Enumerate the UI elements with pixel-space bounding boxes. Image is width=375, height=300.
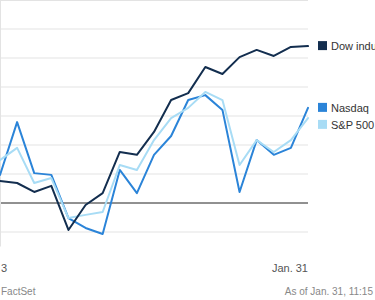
chart-container: 3 Jan. 31 Dow indu Nasdaq S&P 500 FactSet As o…	[0, 0, 375, 300]
y-axis-line	[0, 0, 1, 247]
legend-swatch	[318, 41, 327, 50]
grid-line	[0, 58, 308, 59]
zero-line	[0, 203, 308, 204]
grid-line	[0, 0, 308, 1]
grid-line	[0, 87, 308, 88]
series-line	[0, 95, 308, 234]
x-tick-label: Jan. 31	[272, 262, 308, 274]
legend-label: S&P 500	[331, 119, 374, 131]
legend-swatch	[318, 120, 327, 129]
series-line	[0, 92, 308, 218]
chart-svg: 3 Jan. 31 Dow indu Nasdaq S&P 500 FactSet As o…	[0, 0, 375, 300]
grid-line	[0, 232, 308, 233]
legend-entry: Dow indu	[318, 40, 375, 52]
legend-label: Nasdaq	[331, 102, 369, 114]
grid-line	[0, 29, 308, 30]
legend-swatch	[318, 103, 327, 112]
series-line	[0, 46, 308, 230]
x-tick-label: 3	[1, 262, 7, 274]
timestamp-note: As of Jan. 31, 11:15	[285, 286, 374, 297]
legend-entry: Nasdaq	[318, 102, 369, 114]
grid-line	[0, 116, 308, 117]
legend-label: Dow indu	[331, 40, 375, 52]
legend-entry: S&P 500	[318, 119, 374, 131]
source-note: FactSet	[1, 286, 36, 297]
plot-area	[0, 46, 308, 234]
